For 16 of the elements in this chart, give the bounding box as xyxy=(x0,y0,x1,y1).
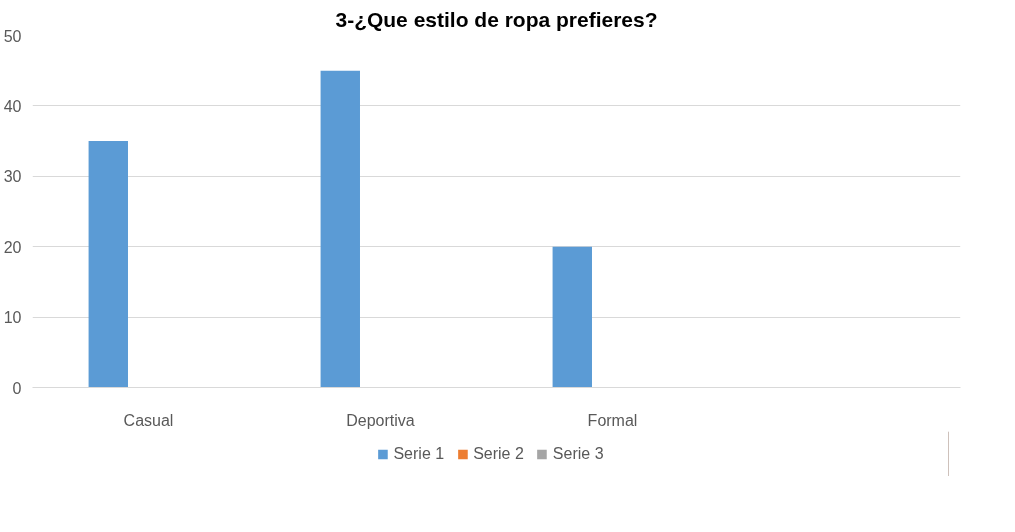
x-tick-label: Deportiva xyxy=(346,411,415,429)
y-tick-label: 50 xyxy=(3,27,22,45)
bar xyxy=(88,141,128,388)
legend-label: Serie 3 xyxy=(552,444,604,463)
x-tick-label: Formal xyxy=(587,411,638,429)
chart-title: 3-¿Que estilo de ropa prefieres? xyxy=(335,7,658,31)
bar xyxy=(552,246,592,388)
bar xyxy=(320,70,360,388)
y-tick-label: 40 xyxy=(3,97,22,115)
y-tick-label: 20 xyxy=(3,238,22,256)
legend-label: Serie 1 xyxy=(393,444,445,463)
legend-label: Serie 2 xyxy=(473,444,524,463)
y-tick-label: 0 xyxy=(12,379,22,397)
y-tick-label: 30 xyxy=(3,168,22,186)
x-tick-label: Casual xyxy=(123,411,174,429)
y-tick-label: 10 xyxy=(3,309,22,327)
